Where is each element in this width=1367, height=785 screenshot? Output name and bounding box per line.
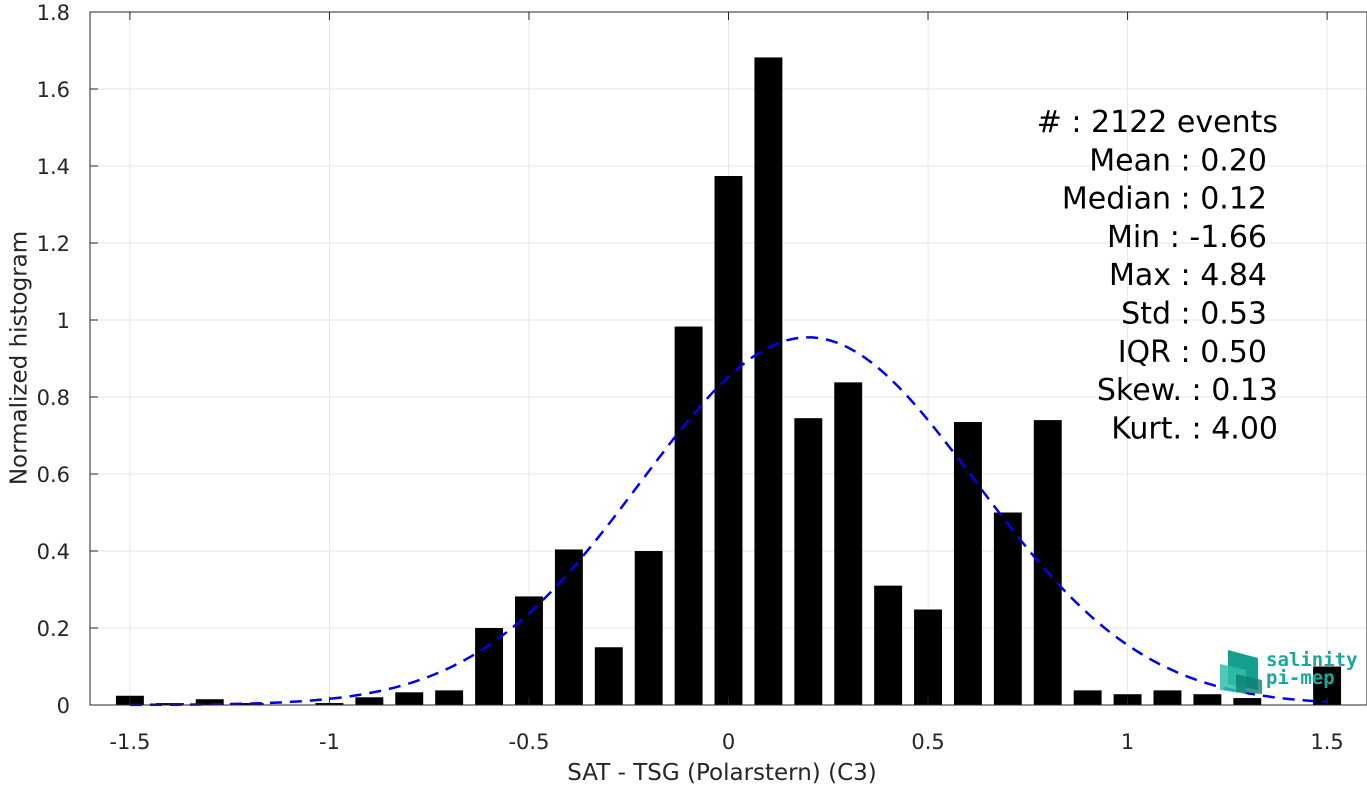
axis-ticks: [90, 11, 1328, 706]
x-tick-labels: -1.5 -1 -0.5 0 0.5 1 1.5: [109, 730, 1343, 754]
logo-text-line2: pi-mep: [1266, 667, 1335, 689]
y-tick-label: 0.4: [37, 540, 70, 564]
stats-line: Std : 0.53: [1121, 297, 1267, 332]
stats-line: Mean : 0.20: [1089, 143, 1267, 178]
stats-line: Kurt. : 4.00: [1111, 411, 1278, 446]
histogram-bar: [674, 326, 703, 705]
histogram-bar: [754, 57, 783, 706]
histogram-bar: [475, 628, 504, 705]
stats-line: Median : 0.12: [1062, 182, 1267, 217]
histogram-bar: [794, 418, 823, 705]
histogram-bar: [355, 697, 384, 705]
y-tick-label: 1.4: [37, 155, 70, 179]
x-tick-label: 1: [1121, 730, 1134, 754]
histogram-bar: [195, 699, 224, 705]
stats-line: Skew. : 0.13: [1097, 373, 1278, 408]
logo-text-line1: salinity: [1266, 649, 1358, 671]
histogram-bar: [554, 549, 583, 705]
histogram-bar: [953, 422, 982, 705]
y-tick-label: 0.2: [37, 617, 70, 641]
histogram-bar: [1033, 420, 1062, 705]
histogram-bar: [634, 551, 663, 705]
histogram-bar: [1193, 694, 1222, 705]
y-tick-label: 0: [57, 694, 70, 718]
histogram-bar: [714, 176, 743, 705]
y-tick-label: 1.2: [37, 232, 70, 256]
logo-mark-icon: [1220, 650, 1262, 694]
x-tick-label: 0: [722, 730, 735, 754]
histogram-bar: [594, 647, 623, 705]
x-tick-label: -1: [319, 730, 340, 754]
y-axis-title: Normalized histogram: [7, 231, 33, 485]
stats-line: Max : 4.84: [1109, 258, 1267, 293]
y-tick-label: 1.8: [37, 1, 70, 25]
histogram-bar: [993, 512, 1022, 705]
histogram-bar: [235, 703, 264, 705]
stats-line: IQR : 0.50: [1118, 335, 1267, 370]
histogram-bar: [1073, 690, 1102, 705]
stats-line: # : 2122 events: [1037, 105, 1278, 140]
histogram-bar: [874, 585, 903, 705]
x-tick-label: -0.5: [508, 730, 549, 754]
y-tick-label: 1.6: [37, 78, 70, 102]
y-tick-labels: 0 0.2 0.4 0.6 0.8 1 1.2 1.4 1.6 1.8: [37, 1, 70, 718]
normal-fit-curve: [129, 336, 1328, 707]
histogram-bar: [834, 382, 863, 705]
x-tick-label: -1.5: [109, 730, 150, 754]
histogram-bar: [155, 703, 184, 705]
histogram-bar: [435, 690, 464, 705]
histogram-bar: [1153, 690, 1182, 705]
histogram-bars: [115, 57, 1342, 706]
salinity-pi-mep-logo: salinity pi-mep: [1220, 649, 1358, 694]
stats-line: Min : -1.66: [1107, 220, 1267, 255]
histogram-bar: [1233, 698, 1262, 705]
y-tick-label: 1: [57, 309, 70, 333]
histogram-bar: [914, 609, 942, 705]
histogram-bar: [395, 692, 424, 705]
y-tick-label: 0.6: [37, 463, 70, 487]
x-tick-label: 1.5: [1310, 730, 1343, 754]
x-tick-label: 0.5: [911, 730, 944, 754]
x-axis-title: SAT - TSG (Polarstern) (C3): [567, 760, 876, 785]
y-tick-label: 0.8: [37, 386, 70, 410]
